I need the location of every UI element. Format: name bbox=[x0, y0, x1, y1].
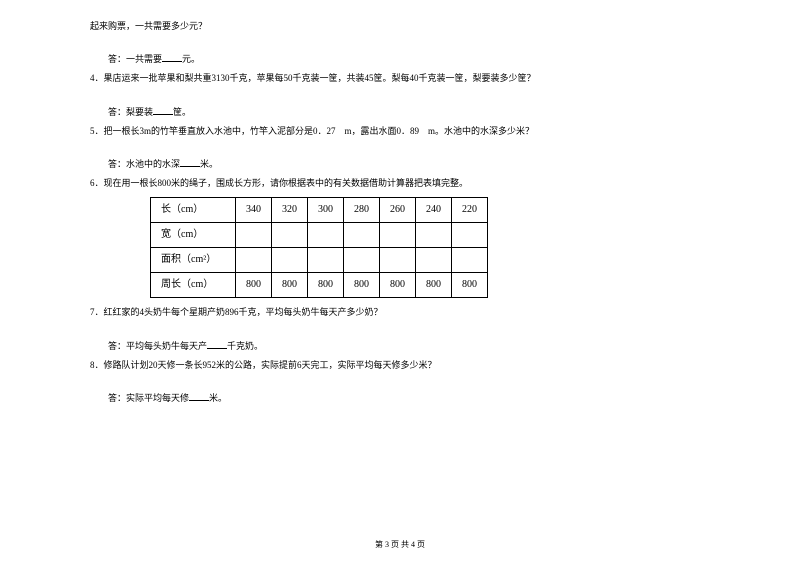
problem-6: 6．现在用一根长800米的绳子，围成长方形，请你根据表中的有关数据借助计算器把表… bbox=[90, 175, 710, 191]
problem-4: 4．果店运来一批苹果和梨共重3130千克，苹果每50千克装一筐，共装45筐。梨每… bbox=[90, 70, 710, 86]
table-cell bbox=[308, 248, 344, 273]
table-cell bbox=[236, 248, 272, 273]
table-cell bbox=[416, 248, 452, 273]
table-cell: 280 bbox=[344, 198, 380, 223]
blank-7 bbox=[207, 348, 227, 349]
table-cell bbox=[380, 248, 416, 273]
table-row: 面积（cm²） bbox=[151, 248, 488, 273]
table-row: 长（cm） 340 320 300 280 260 240 220 bbox=[151, 198, 488, 223]
table-cell bbox=[272, 248, 308, 273]
table-container: 长（cm） 340 320 300 280 260 240 220 宽（cm） bbox=[150, 197, 710, 298]
answer-1-prefix: 答：一共需要 bbox=[108, 54, 162, 64]
answer-7-suffix: 千克奶。 bbox=[227, 341, 263, 351]
page-footer: 第 3 页 共 4 页 bbox=[0, 539, 800, 550]
row-label-perimeter: 周长（cm） bbox=[151, 273, 236, 298]
table-cell bbox=[452, 248, 488, 273]
blank-5 bbox=[180, 166, 200, 167]
answer-4-suffix: 筐。 bbox=[173, 107, 191, 117]
table-cell: 320 bbox=[272, 198, 308, 223]
table-cell: 800 bbox=[272, 273, 308, 298]
table-cell bbox=[416, 223, 452, 248]
answer-1: 答：一共需要 元。 bbox=[90, 51, 710, 67]
table-cell bbox=[272, 223, 308, 248]
answer-5-prefix: 答：水池中的水深 bbox=[108, 159, 180, 169]
table-row: 宽（cm） bbox=[151, 223, 488, 248]
document-content: 起来购票，一共需要多少元？ 答：一共需要 元。 4．果店运来一批苹果和梨共重313… bbox=[0, 0, 800, 406]
answer-4: 答：梨要装 筐。 bbox=[90, 104, 710, 120]
data-table: 长（cm） 340 320 300 280 260 240 220 宽（cm） bbox=[150, 197, 488, 298]
table-cell: 800 bbox=[416, 273, 452, 298]
table-cell: 800 bbox=[380, 273, 416, 298]
row-label-width: 宽（cm） bbox=[151, 223, 236, 248]
table-cell: 800 bbox=[236, 273, 272, 298]
table-cell: 800 bbox=[344, 273, 380, 298]
table-cell: 300 bbox=[308, 198, 344, 223]
answer-7: 答：平均每头奶牛每天产 千克奶。 bbox=[90, 338, 710, 354]
answer-4-prefix: 答：梨要装 bbox=[108, 107, 153, 117]
table-cell: 800 bbox=[452, 273, 488, 298]
table-cell bbox=[308, 223, 344, 248]
answer-1-suffix: 元。 bbox=[182, 54, 200, 64]
row-label-length: 长（cm） bbox=[151, 198, 236, 223]
answer-5: 答：水池中的水深 米。 bbox=[90, 156, 710, 172]
table-cell bbox=[344, 223, 380, 248]
blank-4 bbox=[153, 114, 173, 115]
problem-7: 7．红红家的4头奶牛每个星期产奶896千克，平均每头奶牛每天产多少奶？ bbox=[90, 304, 710, 320]
table-cell bbox=[452, 223, 488, 248]
answer-8-suffix: 米。 bbox=[209, 393, 227, 403]
row-label-area: 面积（cm²） bbox=[151, 248, 236, 273]
problem-5: 5．把一根长3m的竹竿垂直放入水池中，竹竿入泥部分是0．27 m，露出水面0．8… bbox=[90, 123, 710, 139]
answer-5-suffix: 米。 bbox=[200, 159, 218, 169]
blank-8 bbox=[189, 400, 209, 401]
answer-7-prefix: 答：平均每头奶牛每天产 bbox=[108, 341, 207, 351]
table-cell: 800 bbox=[308, 273, 344, 298]
table-row: 周长（cm） 800 800 800 800 800 800 800 bbox=[151, 273, 488, 298]
table-cell bbox=[344, 248, 380, 273]
continuation-text: 起来购票，一共需要多少元？ bbox=[90, 18, 710, 34]
table-cell: 220 bbox=[452, 198, 488, 223]
table-cell: 260 bbox=[380, 198, 416, 223]
answer-8-prefix: 答：实际平均每天修 bbox=[108, 393, 189, 403]
problem-8: 8．修路队计划20天修一条长952米的公路，实际提前6天完工，实际平均每天修多少… bbox=[90, 357, 710, 373]
answer-8: 答：实际平均每天修 米。 bbox=[90, 390, 710, 406]
table-cell bbox=[380, 223, 416, 248]
table-cell: 340 bbox=[236, 198, 272, 223]
table-cell bbox=[236, 223, 272, 248]
table-cell: 240 bbox=[416, 198, 452, 223]
blank-1 bbox=[162, 61, 182, 62]
